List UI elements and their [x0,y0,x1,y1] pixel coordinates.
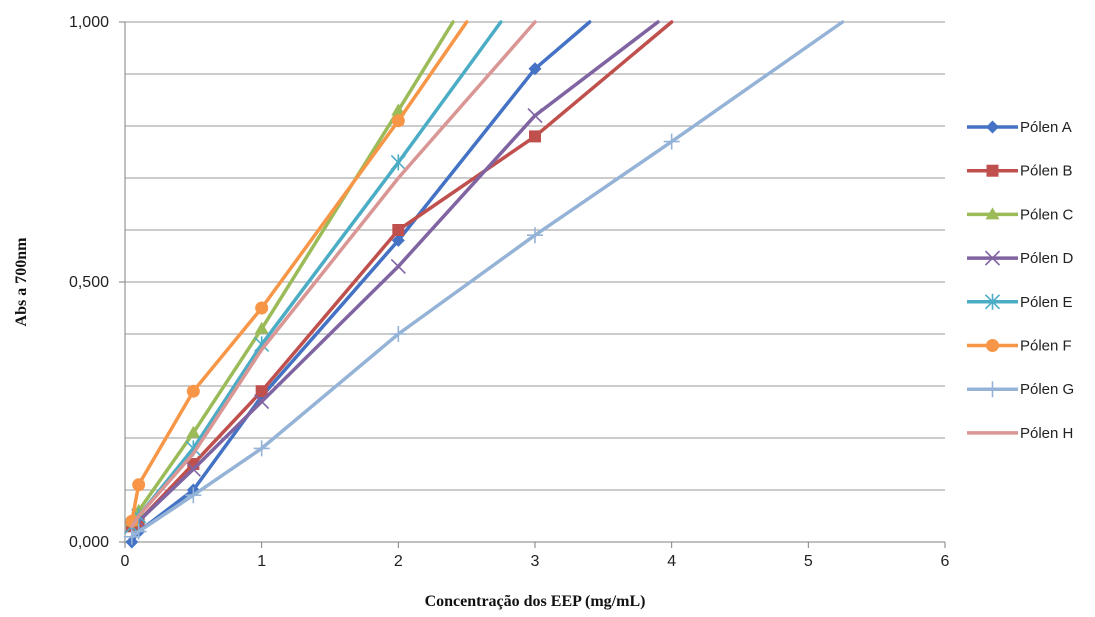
data-point [392,224,405,236]
legend-marker [984,293,1001,310]
data-point [254,321,269,334]
data-point [528,62,542,76]
y-axis-title: Abs a 700nm [13,237,30,327]
x-tick-label: 5 [804,553,813,570]
series-p-len-f [125,20,469,528]
legend-label: Pólen E [1020,294,1073,311]
series-p-len-g [123,20,845,545]
y-tick-label: 0,500 [69,274,109,291]
series-line [130,20,537,529]
series-line [130,20,845,539]
legend-label: Pólen H [1020,425,1073,442]
data-point [390,154,406,171]
legend: Pólen A Pólen B Pólen C Pólen D Pólen E Pólen… [967,119,1074,442]
x-tick-label: 1 [257,553,266,570]
y-tick-label: 0,000 [69,534,109,551]
data-point [255,385,268,398]
data-point [529,130,541,143]
legend-marker [986,120,999,134]
data-point [253,440,270,457]
legend-label: Pólen G [1020,381,1074,398]
data-point [186,425,201,438]
data-point [391,103,406,116]
legend-marker [985,207,1000,220]
legend-label: Pólen A [1020,119,1072,136]
series-p-len-e [124,20,503,535]
data-point [186,384,200,398]
data-point [390,326,407,342]
data-point [185,461,201,477]
series-line [130,20,503,529]
series-p-len-c [124,20,455,527]
x-tick-label: 3 [531,553,540,570]
data-point [130,523,147,540]
x-tick-label: 6 [941,553,950,570]
legend-marker [984,381,1001,398]
legend-marker [986,339,999,352]
data-point [185,487,202,504]
x-axis-title: Concentração dos EEP (mg/mL) [425,593,646,610]
legend-label: Pólen F [1020,338,1072,355]
series-p-len-h [130,20,537,529]
data-point [132,478,146,492]
data-point [390,258,406,274]
axes: 0 1 2 3 4 5 6 0,000 0,500 1,000 [69,14,950,570]
legend-label: Pólen D [1020,250,1074,267]
legend-item: Pólen C [967,206,1074,223]
x-tick-label: 2 [394,553,403,570]
x-tick-label: 0 [121,553,130,570]
data-point [391,114,405,128]
legend-item: Pólen E [967,294,1073,311]
legend-marker [986,164,999,177]
data-point [663,133,680,150]
data-point [391,233,405,247]
grid [125,21,945,491]
y-tick-label: 1,000 [69,14,109,31]
legend-marker [984,250,1001,266]
legend-item: Pólen D [967,250,1074,267]
series-line [130,20,455,523]
data-point [254,394,270,410]
x-tick-label: 4 [667,553,676,570]
legend-item: Pólen H [967,425,1073,442]
legend-item: Pólen A [967,119,1072,136]
data-point [255,301,269,315]
series-layer [123,20,845,549]
legend-label: Pólen B [1020,163,1073,180]
legend-item: Pólen B [967,163,1073,180]
legend-item: Pólen F [967,338,1072,355]
data-point [527,108,543,124]
legend-item: Pólen G [967,381,1074,398]
legend-label: Pólen C [1020,206,1074,223]
data-point [527,227,543,244]
